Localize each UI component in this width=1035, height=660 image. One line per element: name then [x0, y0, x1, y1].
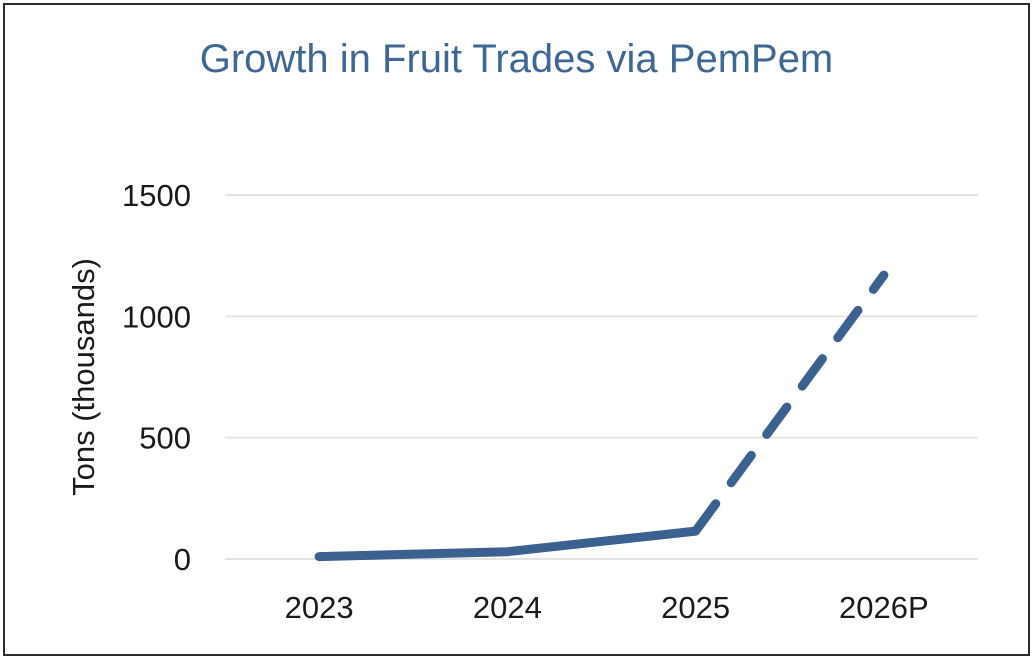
y-tick-label: 500 [139, 421, 191, 456]
chart-frame: Growth in Fruit Trades via PemPem 0 500 10… [3, 3, 1030, 656]
line-chart: 0 500 1000 1500 Tons (thousands) 2023 2024 2025… [66, 178, 978, 625]
y-axis-title: Tons (thousands) [66, 258, 101, 496]
x-tick-label: 2026P [839, 590, 929, 625]
chart-title: Growth in Fruit Trades via PemPem [199, 37, 834, 81]
x-tick-label: 2023 [285, 590, 354, 625]
y-tick-label: 0 [174, 542, 191, 577]
y-tick-label: 1000 [122, 299, 191, 334]
x-tick-label: 2024 [473, 590, 542, 625]
x-tick-label: 2025 [661, 590, 730, 625]
series-line-projected [691, 270, 889, 536]
series-line-actual [314, 526, 701, 562]
y-tick-label: 1500 [122, 178, 191, 213]
